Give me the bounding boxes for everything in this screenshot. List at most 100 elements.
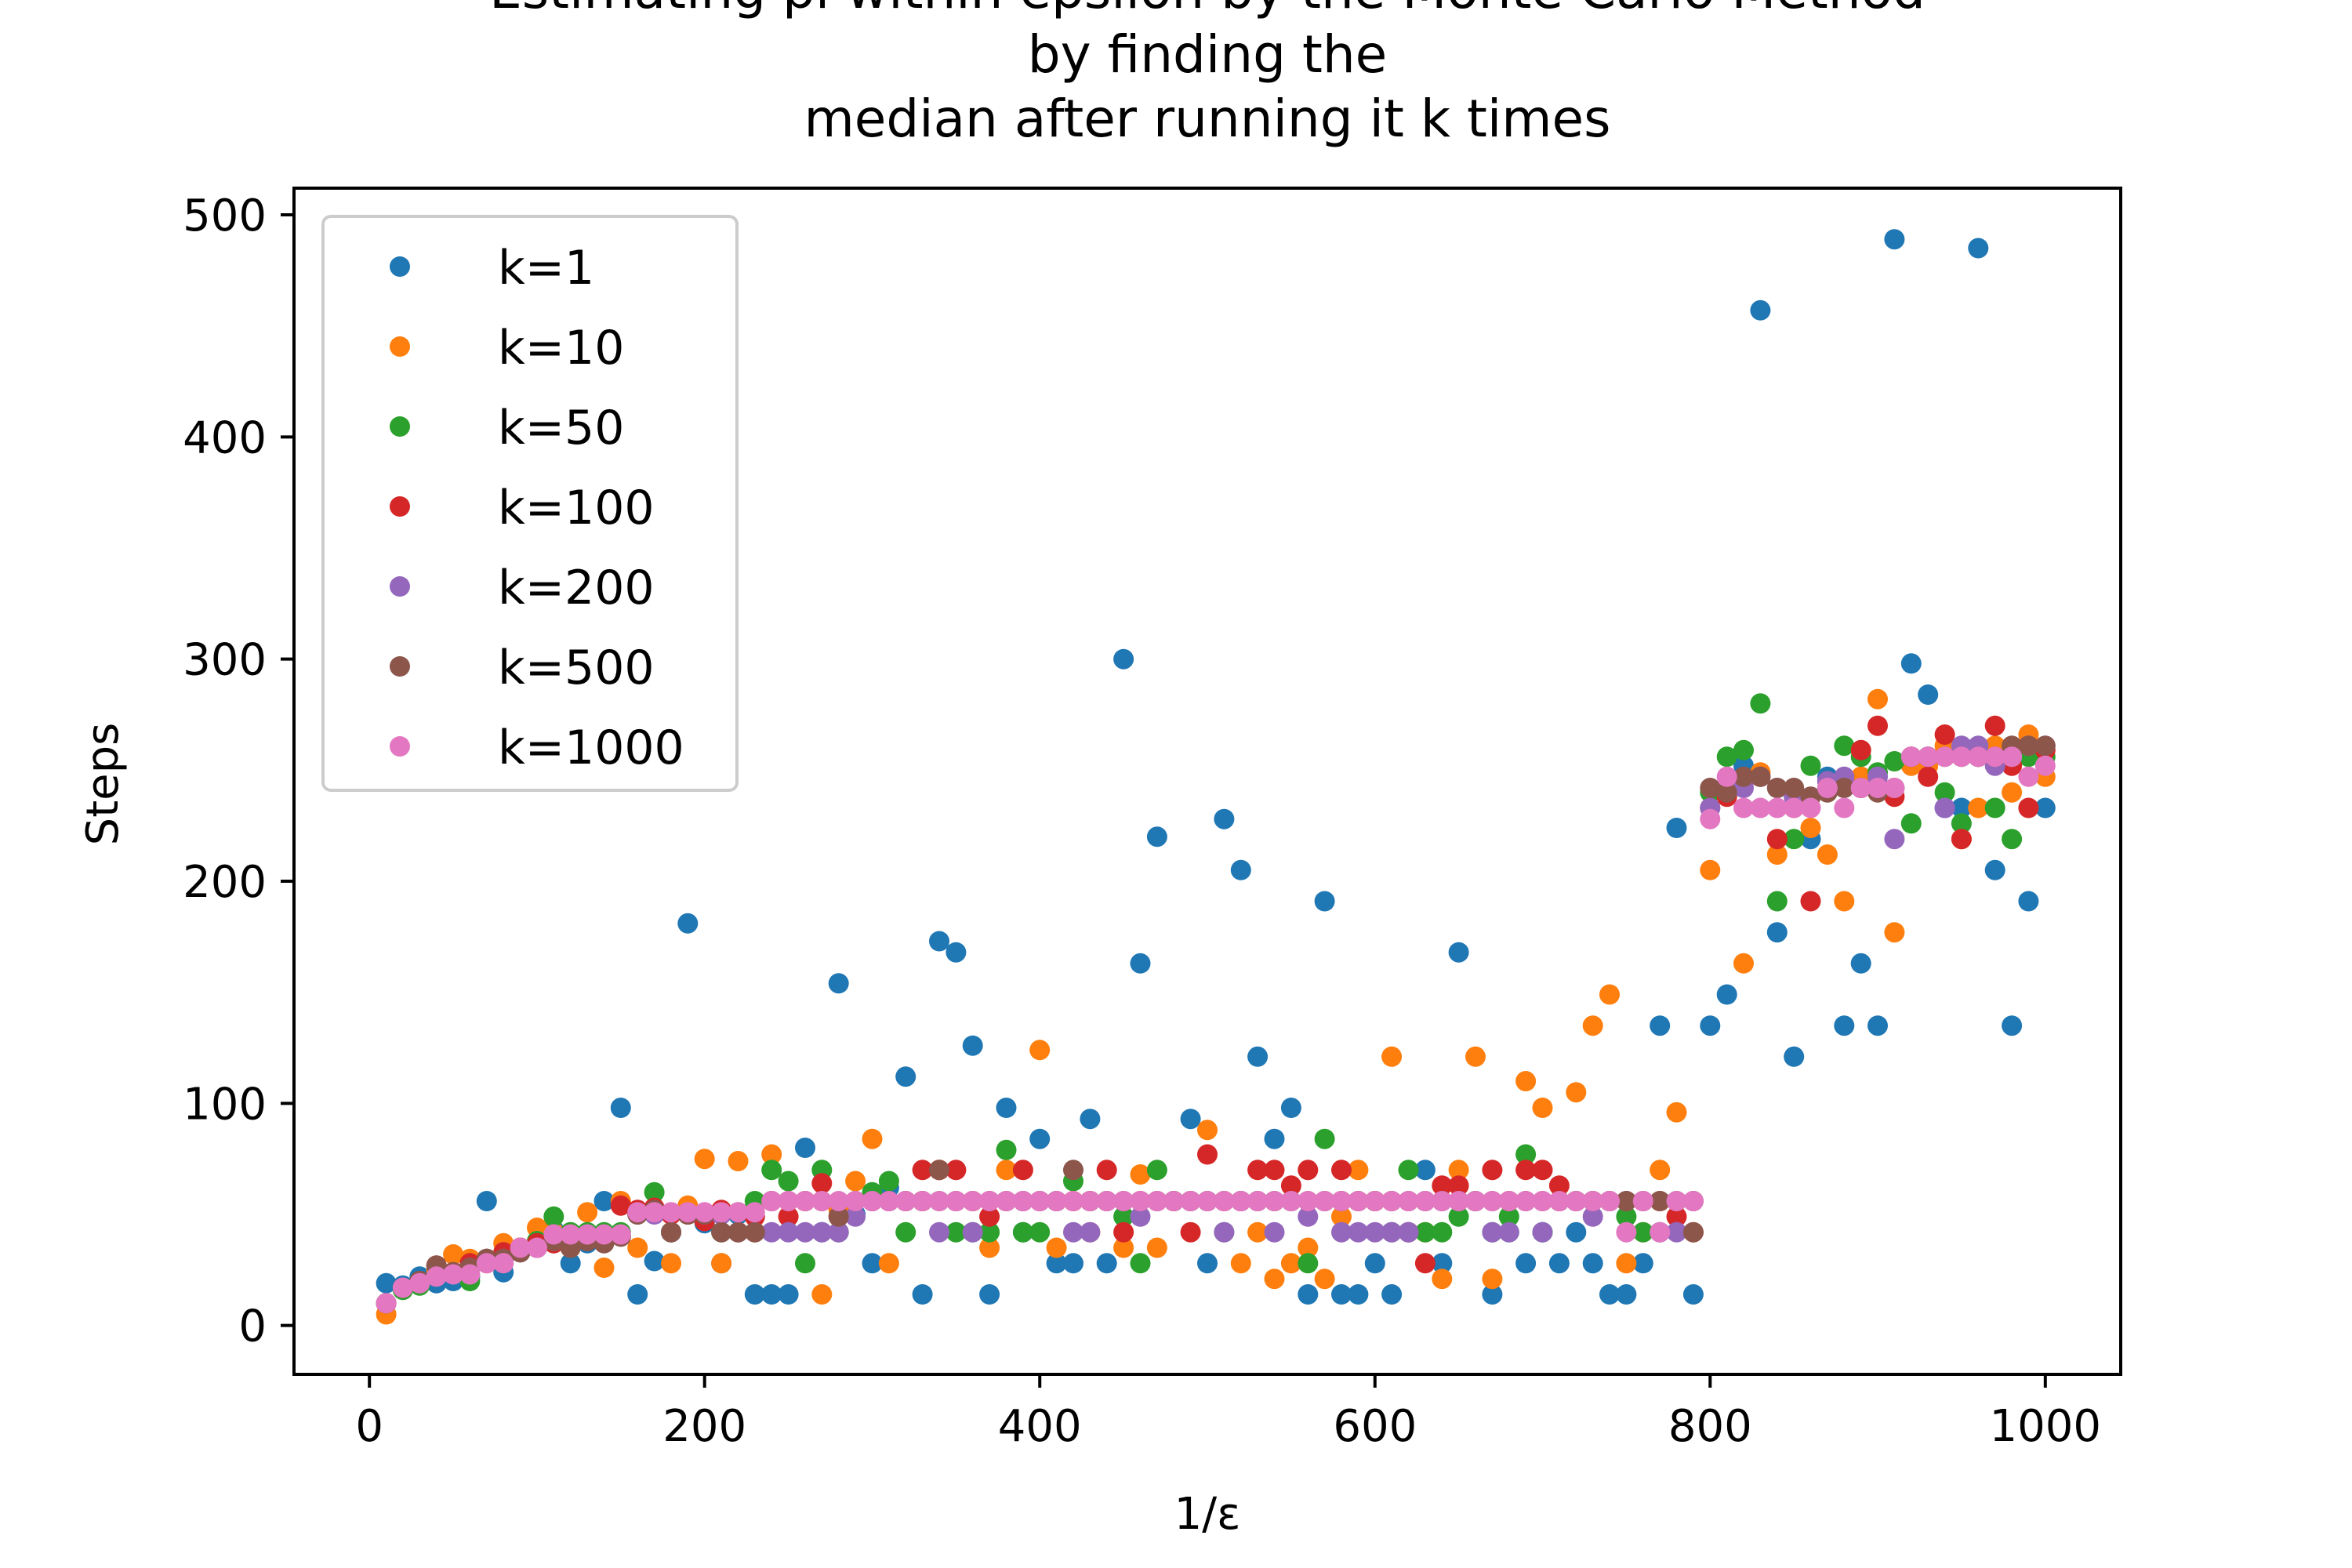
data-point [1784, 829, 1805, 850]
data-point [1482, 1191, 1503, 1211]
data-point [761, 1160, 782, 1181]
data-point [1666, 1221, 1687, 1243]
legend-marker [390, 416, 410, 437]
data-point [1113, 1237, 1134, 1258]
data-point [1498, 1221, 1519, 1243]
data-point [2002, 746, 2023, 768]
data-point [1616, 1253, 1637, 1274]
legend-box [321, 215, 739, 792]
data-point [1414, 1191, 1436, 1211]
data-point [946, 1191, 967, 1211]
data-point [795, 1138, 815, 1158]
data-point [593, 1224, 615, 1245]
data-point [2034, 755, 2056, 776]
data-point [1867, 715, 1888, 736]
data-point [1482, 1160, 1503, 1181]
data-point [711, 1202, 732, 1223]
data-point [1616, 1206, 1637, 1227]
legend-label: k=1 [498, 241, 594, 296]
data-point [1700, 1015, 1721, 1036]
y-axis-label: Steps [78, 723, 129, 846]
data-point [1632, 1191, 1653, 1211]
data-point [1918, 766, 1939, 787]
data-point [1984, 746, 2005, 768]
data-point [1750, 693, 1771, 714]
data-point [1398, 1191, 1419, 1211]
data-point [1029, 1221, 1051, 1243]
data-point [728, 1221, 749, 1243]
data-point [1080, 1221, 1101, 1243]
legend-entry: k=100 [390, 481, 655, 535]
data-point [1666, 1191, 1687, 1211]
data-point [929, 931, 949, 952]
data-point [1264, 1221, 1285, 1243]
data-point [1130, 1164, 1151, 1185]
data-point [1432, 1221, 1453, 1243]
data-point [694, 1202, 715, 1223]
data-point [828, 973, 849, 994]
data-point [862, 1253, 883, 1274]
title-line-2: by finding the [1028, 24, 1388, 85]
data-point [1448, 1160, 1469, 1181]
data-point [878, 1253, 899, 1274]
data-point [1314, 1269, 1335, 1290]
data-point [1398, 1160, 1419, 1181]
data-point [2002, 829, 2023, 850]
data-point [1331, 1206, 1352, 1227]
data-point [1264, 1128, 1285, 1149]
data-point [644, 1181, 665, 1203]
x-axis-ticks: 0 200 400 600 800 1000 [355, 1374, 2101, 1452]
data-point [409, 1272, 430, 1294]
data-point [1515, 1253, 1537, 1274]
data-point [1884, 778, 1905, 798]
legend-label: k=50 [498, 401, 624, 456]
data-point [1700, 778, 1721, 798]
data-point [1331, 1191, 1352, 1211]
data-point [1750, 766, 1771, 787]
data-point [1532, 1191, 1553, 1211]
data-point [1800, 755, 1821, 776]
data-point [1650, 1191, 1671, 1211]
data-point [1146, 1237, 1167, 1258]
data-point [1314, 891, 1335, 912]
data-point [1951, 797, 1972, 818]
legend-marker [390, 336, 410, 357]
data-point [1080, 1109, 1101, 1130]
data-point [1414, 1160, 1436, 1181]
data-point [661, 1221, 681, 1243]
data-point [1364, 1191, 1385, 1211]
legend-marker [390, 656, 410, 677]
data-point [1532, 1098, 1553, 1118]
data-point [761, 1284, 782, 1305]
data-point [929, 1221, 949, 1243]
data-point [1264, 1191, 1285, 1211]
data-point [543, 1224, 564, 1245]
data-point [1381, 1284, 1403, 1305]
data-point [593, 1191, 615, 1211]
data-point [912, 1284, 933, 1305]
legend-marker [390, 576, 410, 597]
data-point [845, 1191, 866, 1211]
legend-entry: k=200 [390, 561, 655, 615]
data-point [979, 1284, 1000, 1305]
data-point [1230, 1253, 1251, 1274]
data-point [1364, 1253, 1385, 1274]
data-point [1063, 1221, 1083, 1243]
data-point [1432, 1191, 1453, 1211]
data-point [1532, 1221, 1553, 1243]
y-axis-ticks: 0 100 200 300 400 500 [183, 191, 294, 1352]
data-point [1113, 1206, 1134, 1227]
data-point [1113, 1191, 1134, 1211]
data-point [1951, 813, 1972, 834]
data-point [1800, 891, 1821, 912]
data-point [661, 1202, 681, 1223]
data-point [1381, 1221, 1403, 1243]
data-point [1582, 1191, 1603, 1211]
legend-label: k=1000 [498, 720, 684, 775]
data-point [1616, 1284, 1637, 1305]
data-point [1716, 782, 1737, 803]
data-point [2018, 766, 2039, 787]
data-point [929, 1160, 949, 1181]
data-point [1398, 1221, 1419, 1243]
